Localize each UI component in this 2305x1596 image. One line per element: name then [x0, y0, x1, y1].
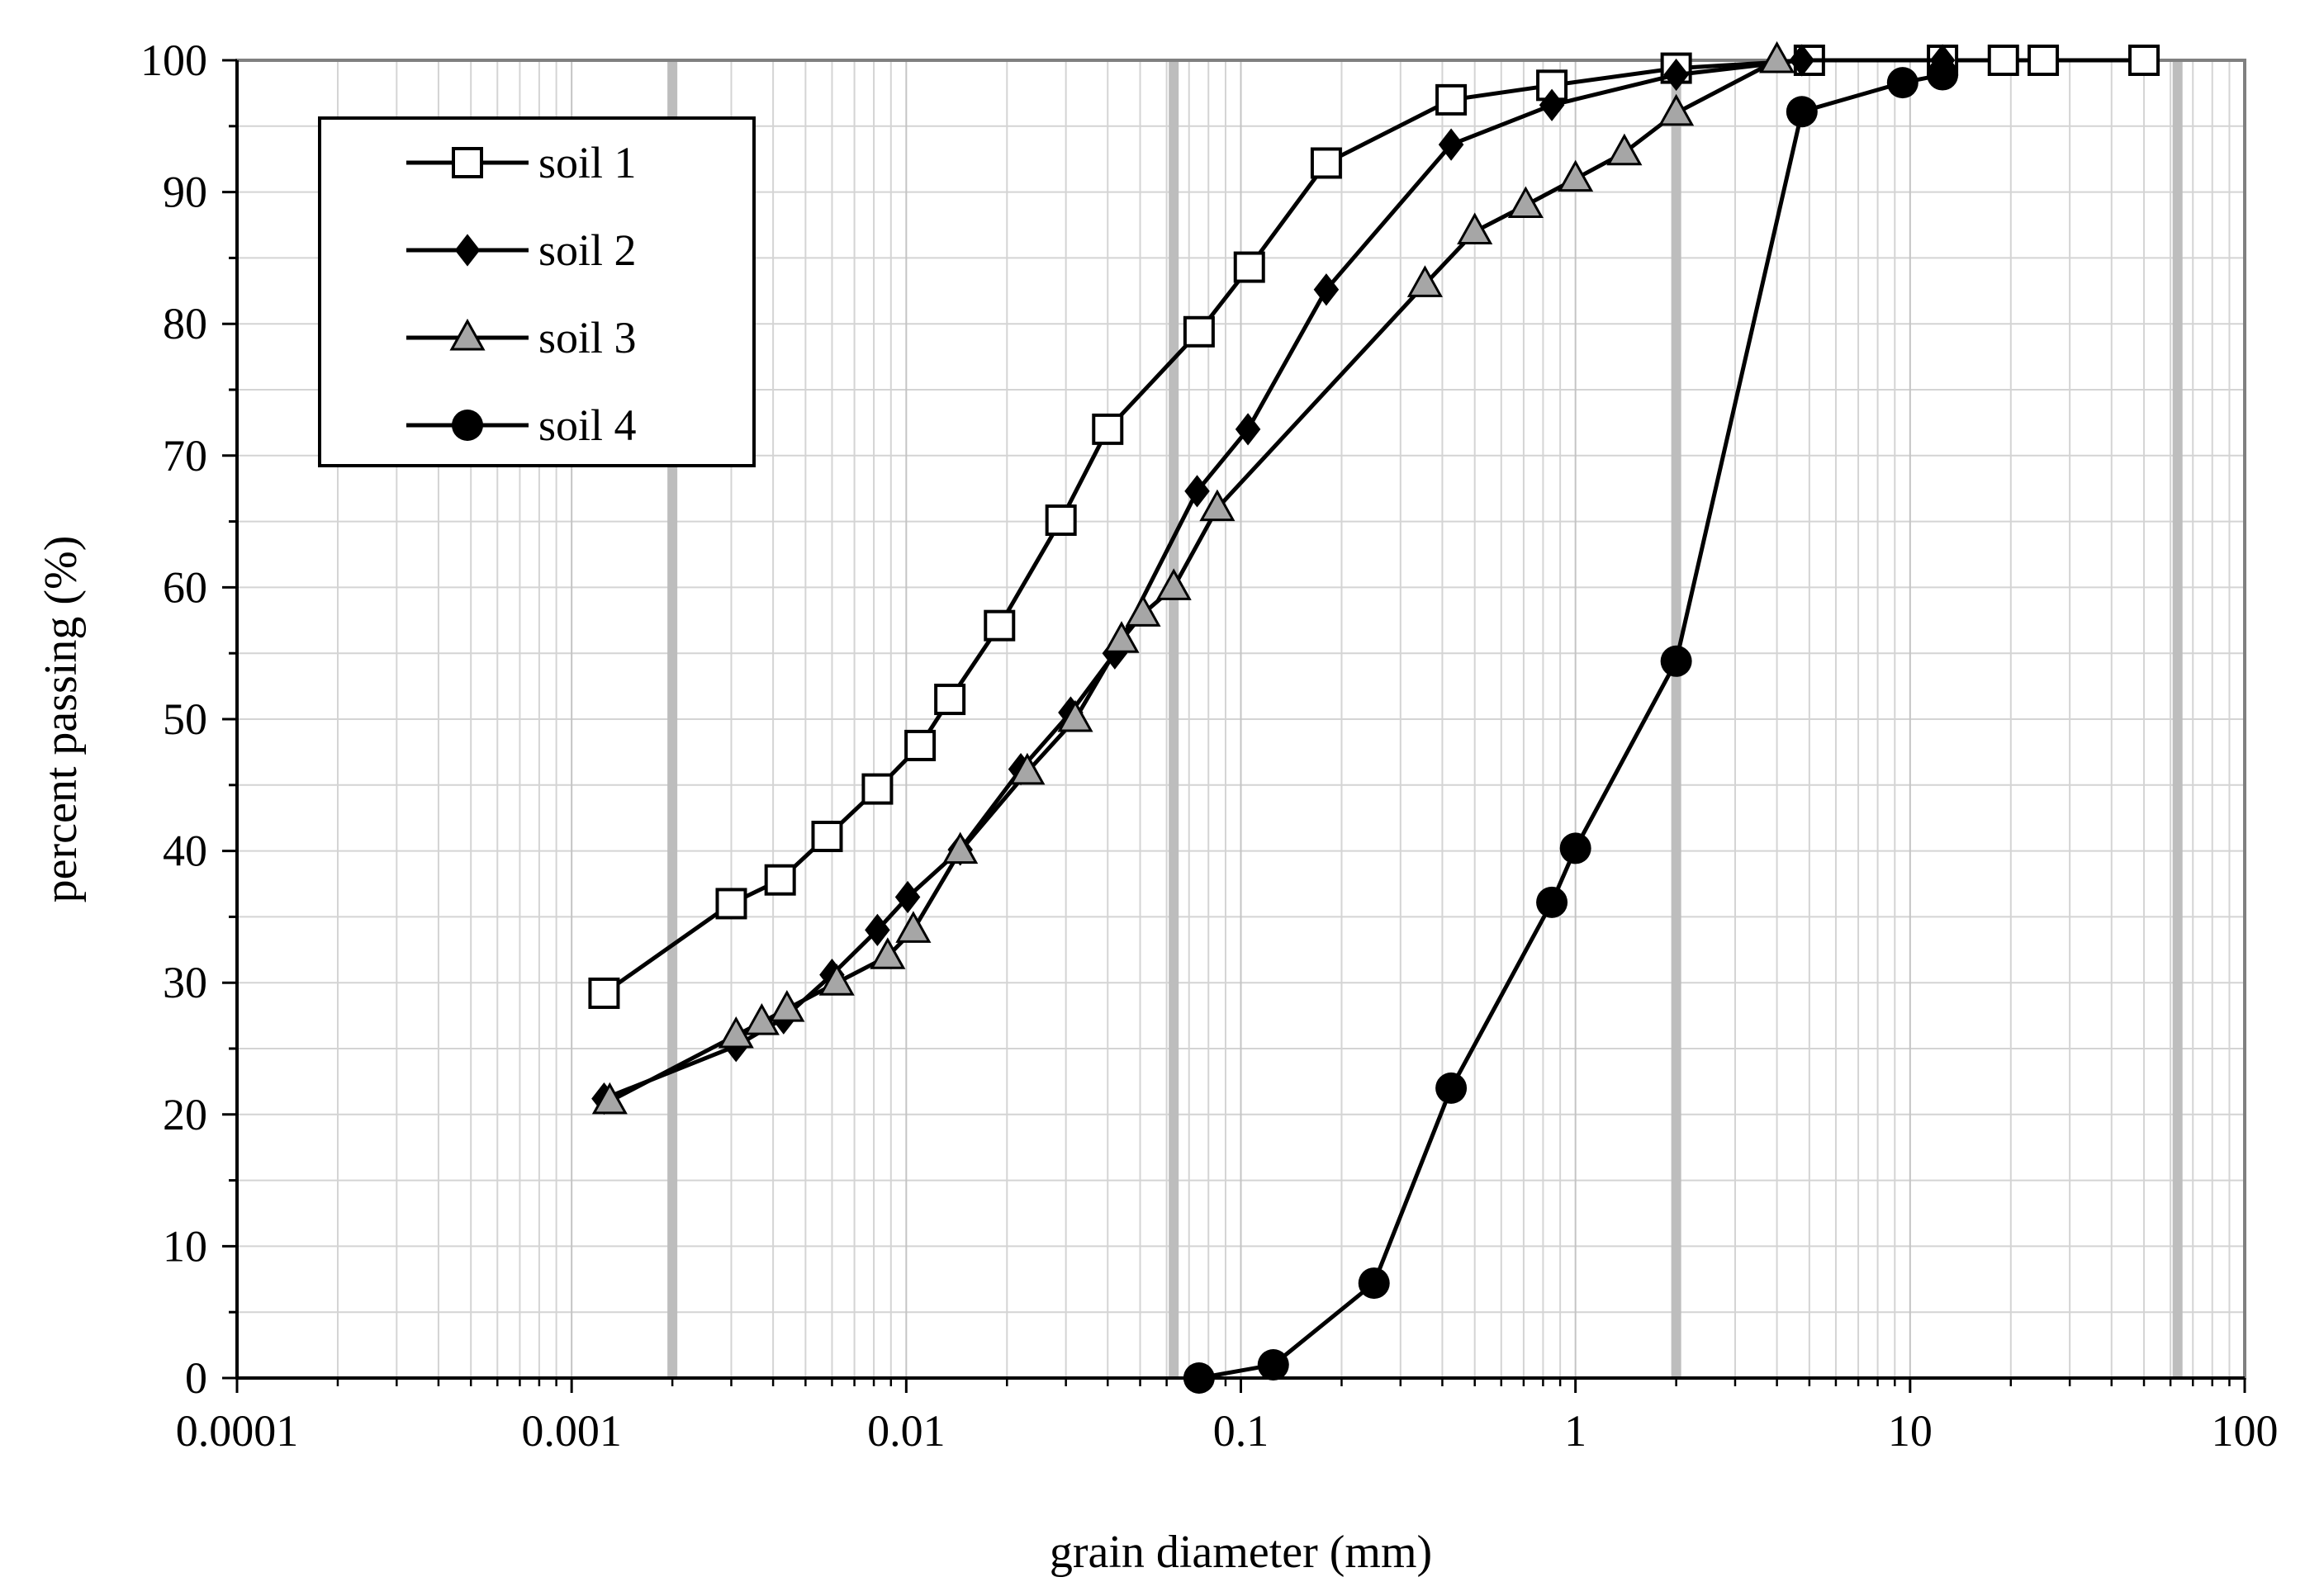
data-point: [904, 729, 937, 761]
y-tick-label: 30: [163, 958, 207, 1007]
legend-label: soil 2: [538, 225, 637, 275]
y-tick-label: 0: [185, 1353, 207, 1403]
data-point: [1536, 886, 1568, 918]
data-point: [1507, 186, 1544, 219]
x-tick-label: 100: [2212, 1406, 2279, 1456]
data-point: [1233, 251, 1265, 283]
data-point: [1927, 59, 1959, 91]
data-point: [588, 977, 620, 1009]
y-tick-label: 20: [163, 1090, 207, 1139]
data-point: [1435, 83, 1468, 116]
data-point: [1660, 645, 1692, 677]
data-point: [1886, 67, 1918, 99]
data-point: [934, 684, 966, 716]
x-tick-label: 10: [1888, 1406, 1933, 1456]
x-tick-label: 1: [1564, 1406, 1586, 1456]
legend-box: [318, 116, 756, 467]
data-point: [1155, 568, 1192, 600]
data-point: [1183, 1362, 1215, 1394]
data-point: [1009, 752, 1046, 785]
axes: [222, 59, 2246, 1393]
data-series: [588, 40, 2160, 1394]
major-grid: [571, 60, 1911, 1378]
data-point: [1310, 147, 1342, 179]
data-point: [1358, 1267, 1390, 1300]
data-point: [1539, 88, 1565, 121]
data-point: [1057, 699, 1093, 732]
data-point: [764, 864, 796, 896]
y-tick-label: 40: [163, 826, 207, 876]
series-3: [591, 40, 1795, 1115]
data-point: [1235, 413, 1261, 446]
y-tick-label: 80: [163, 299, 207, 348]
data-point: [1199, 489, 1235, 522]
data-point: [1663, 58, 1689, 92]
series-line: [603, 58, 1943, 1101]
legend-label: soil 3: [538, 313, 637, 362]
x-tick-label: 0.0001: [176, 1406, 299, 1456]
data-point: [743, 1003, 780, 1035]
data-point: [1313, 273, 1340, 306]
y-tick-label: 100: [140, 36, 207, 85]
data-point: [984, 609, 1016, 642]
data-point: [894, 880, 921, 914]
legend-marker: [452, 147, 483, 178]
y-tick-label: 90: [163, 168, 207, 217]
data-point: [1457, 212, 1493, 244]
data-point: [1257, 1349, 1289, 1381]
data-point: [1435, 1072, 1468, 1104]
x-axis-title: grain diameter (mm): [1050, 1527, 1432, 1578]
y-axis-title: percent passing (%): [36, 536, 87, 903]
data-point: [1438, 128, 1464, 161]
x-tick-label: 0.001: [521, 1406, 622, 1456]
legend: soil 1 soil 2 soil 3 soil 4: [318, 116, 756, 467]
series-4: [1183, 59, 1959, 1394]
data-point: [942, 831, 979, 864]
data-point: [895, 911, 932, 943]
y-tick-label: 10: [163, 1221, 207, 1271]
y-tick-label: 70: [163, 431, 207, 481]
data-point: [718, 1016, 754, 1049]
y-axis-tick-labels: 0 10 20 30 40 50 60 70 80 90 100: [140, 36, 207, 1403]
data-point: [1092, 413, 1124, 445]
legend-marker: [449, 318, 486, 351]
data-point: [1987, 45, 2019, 76]
data-point: [1759, 40, 1795, 73]
data-point: [865, 913, 890, 946]
y-tick-label: 50: [163, 694, 207, 744]
legend-marker: [454, 234, 481, 267]
data-point: [1606, 133, 1643, 166]
x-tick-label: 0.1: [1213, 1406, 1269, 1456]
data-point: [1658, 93, 1695, 126]
data-point: [591, 1082, 628, 1115]
x-tick-label: 0.01: [867, 1406, 946, 1456]
data-point: [811, 821, 843, 853]
x-axis-tick-labels: 0.0001 0.001 0.01 0.1 1 10 100: [176, 1406, 2279, 1456]
legend-marker: [452, 410, 483, 441]
legend-label: soil 1: [538, 138, 637, 187]
series-line: [1198, 73, 1943, 1381]
legend-label: soil 4: [538, 400, 637, 450]
data-point: [2128, 45, 2160, 76]
data-point: [1559, 832, 1591, 864]
data-point: [1183, 315, 1215, 348]
data-point: [861, 773, 894, 805]
data-point: [818, 964, 855, 996]
data-point: [1184, 475, 1210, 508]
data-point: [1406, 265, 1443, 297]
data-point: [2028, 45, 2060, 76]
data-point: [769, 990, 805, 1022]
data-point: [1786, 96, 1818, 128]
data-point: [1045, 504, 1077, 537]
data-point: [1789, 44, 1815, 77]
data-point: [1125, 594, 1161, 627]
data-point: [870, 937, 906, 969]
data-point: [1558, 159, 1594, 192]
y-tick-label: 60: [163, 562, 207, 612]
data-point: [1103, 621, 1140, 653]
data-point: [715, 888, 747, 920]
